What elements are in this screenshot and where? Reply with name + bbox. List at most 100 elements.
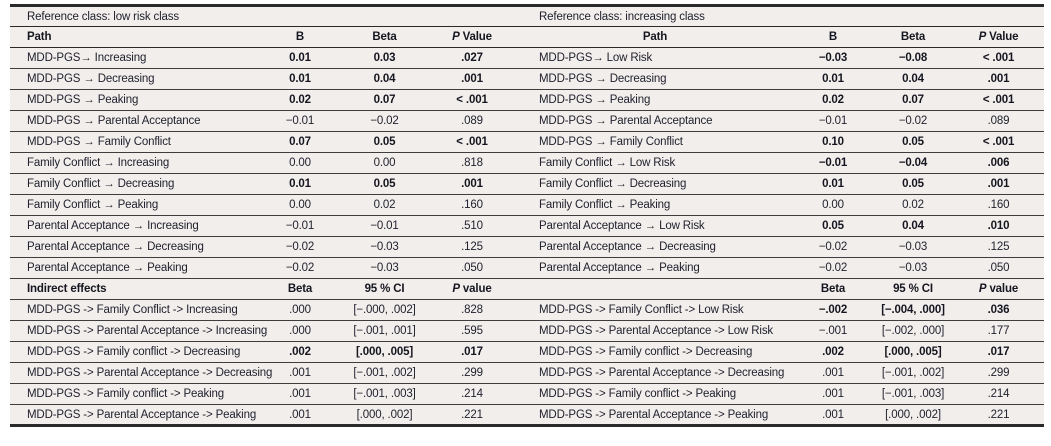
p-cell: .001 bbox=[461, 73, 483, 85]
p-cell: .214 bbox=[987, 388, 1010, 400]
p-cell: .017 bbox=[987, 346, 1010, 358]
table-row: Parental Acceptance → Decreasing −0.02 −… bbox=[10, 237, 1045, 258]
beta-cell: −0.03 bbox=[898, 262, 928, 274]
indirect-header-beta-right: Beta bbox=[820, 283, 846, 295]
beta-cell: 0.00 bbox=[373, 157, 396, 169]
p-cell: .001 bbox=[987, 73, 1010, 85]
beta-cell: 0.03 bbox=[373, 52, 396, 64]
p-rest: value bbox=[989, 283, 1019, 295]
path-cell: MDD-PGS -> Family conflict -> Decreasing bbox=[539, 346, 753, 358]
p-cell: < .001 bbox=[456, 94, 488, 106]
b-cell: 0.00 bbox=[289, 199, 311, 211]
path-cell: MDD-PGS -> Family conflict -> Peaking bbox=[27, 388, 225, 400]
beta-cell: .000 bbox=[289, 304, 311, 316]
p-rest: Value bbox=[462, 31, 492, 43]
beta-cell: .001 bbox=[822, 388, 844, 400]
p-cell: .221 bbox=[461, 408, 483, 421]
path-cell: Family Conflict → Low Risk bbox=[539, 157, 676, 169]
beta-cell: .002 bbox=[822, 346, 844, 358]
b-cell: −0.02 bbox=[818, 262, 848, 274]
beta-cell: −0.03 bbox=[898, 241, 928, 253]
b-cell: 0.05 bbox=[822, 220, 844, 232]
table-row: Family Conflict → Peaking 0.00 0.02 .160… bbox=[10, 195, 1045, 216]
p-cell: .001 bbox=[987, 178, 1010, 190]
p-cell: .160 bbox=[461, 199, 483, 211]
beta-cell: −0.08 bbox=[898, 52, 928, 64]
path-cell: MDD-PGS → Decreasing bbox=[539, 73, 667, 85]
p-cell: .818 bbox=[461, 157, 483, 169]
path-cell: MDD-PGS → Parental Acceptance bbox=[27, 115, 201, 127]
beta-cell: 0.05 bbox=[373, 178, 396, 190]
column-header-path-left: Path bbox=[27, 31, 52, 43]
p-cell: .027 bbox=[461, 52, 483, 64]
column-header-beta-left: Beta bbox=[372, 31, 397, 43]
path-cell: MDD-PGS → Peaking bbox=[539, 94, 651, 106]
path-cell: Family Conflict → Decreasing bbox=[539, 178, 687, 190]
path-cell: MDD-PGS → Family Conflict bbox=[539, 136, 683, 148]
column-header-row: Path B Beta P Value Path B Beta P Value bbox=[10, 27, 1045, 48]
ci-cell: [−.002, .000] bbox=[881, 325, 945, 337]
ci-cell: [−.001, .003] bbox=[353, 388, 416, 400]
p-cell: .050 bbox=[987, 262, 1010, 274]
b-cell: −0.02 bbox=[285, 241, 315, 253]
beta-cell: .002 bbox=[289, 346, 311, 358]
ci-cell: [−.000, .002] bbox=[353, 304, 416, 316]
beta-cell: 0.07 bbox=[902, 94, 924, 106]
p-italic: P bbox=[452, 31, 460, 43]
b-cell: 0.02 bbox=[289, 94, 311, 106]
p-cell: .160 bbox=[987, 199, 1010, 211]
b-cell: −0.03 bbox=[818, 52, 848, 64]
ci-cell: [−.001, .002] bbox=[881, 367, 945, 379]
beta-cell: −0.02 bbox=[898, 115, 928, 127]
table-row: Family Conflict → Decreasing 0.01 0.05 .… bbox=[10, 174, 1045, 195]
table-row: MDD-PGS → Peaking 0.02 0.07 < .001 MDD-P… bbox=[10, 90, 1045, 111]
column-header-b-left: B bbox=[295, 31, 305, 43]
ci-cell: [−.001, .001] bbox=[353, 325, 416, 337]
table-row: Parental Acceptance → Peaking −0.02 −0.0… bbox=[10, 258, 1045, 279]
column-header-beta-right: Beta bbox=[900, 31, 926, 43]
p-cell: .050 bbox=[461, 262, 483, 274]
indirect-effects-label: Indirect effects bbox=[27, 283, 107, 295]
ci-cell: [.000, .002] bbox=[885, 408, 941, 421]
table-row: MDD-PGS -> Parental Acceptance -> Decrea… bbox=[10, 363, 1045, 384]
path-cell: Family Conflict → Peaking bbox=[539, 199, 671, 211]
path-cell: MDD-PGS -> Parental Acceptance -> Peakin… bbox=[27, 408, 257, 421]
table-row: MDD-PGS -> Family conflict -> Decreasing… bbox=[10, 342, 1045, 363]
beta-cell: .001 bbox=[289, 408, 311, 421]
p-cell: .125 bbox=[987, 241, 1010, 253]
path-cell: MDD-PGS -> Family conflict -> Peaking bbox=[539, 388, 737, 400]
path-cell: Parental Acceptance → Decreasing bbox=[27, 241, 204, 253]
path-cell: Parental Acceptance → Decreasing bbox=[539, 241, 716, 253]
beta-cell: −.002 bbox=[818, 304, 848, 316]
path-cell: MDD-PGS -> Family Conflict -> Increasing bbox=[27, 304, 238, 316]
path-cell: MDD-PGS → Peaking bbox=[27, 94, 139, 106]
table-row: MDD-PGS → Family Conflict 0.07 0.05 < .0… bbox=[10, 132, 1045, 153]
ci-cell: [−.001, .003] bbox=[881, 388, 945, 400]
p-cell: < .001 bbox=[982, 52, 1015, 64]
beta-cell: 0.04 bbox=[902, 73, 924, 85]
path-analysis-table: Reference class: low risk class Referenc… bbox=[10, 4, 1045, 427]
beta-cell: .001 bbox=[289, 367, 311, 379]
b-cell: −0.01 bbox=[818, 115, 848, 127]
p-cell: .036 bbox=[987, 304, 1010, 316]
column-header-p-left: P Value bbox=[427, 27, 517, 48]
p-cell: .299 bbox=[461, 367, 483, 379]
p-cell: .177 bbox=[987, 325, 1010, 337]
b-cell: 0.02 bbox=[822, 94, 844, 106]
path-cell: Family Conflict → Increasing bbox=[27, 157, 170, 169]
indirect-header-beta-left: Beta bbox=[287, 283, 313, 295]
b-cell: 0.07 bbox=[289, 136, 311, 148]
p-cell: .595 bbox=[461, 325, 483, 337]
path-cell: MDD-PGS -> Family conflict -> Decreasing bbox=[27, 346, 241, 358]
p-cell: < .001 bbox=[456, 136, 488, 148]
beta-cell: .001 bbox=[289, 388, 311, 400]
path-cell: MDD-PGS -> Parental Acceptance -> Low Ri… bbox=[539, 325, 774, 337]
beta-cell: .001 bbox=[822, 408, 844, 421]
beta-cell: 0.05 bbox=[373, 136, 396, 148]
ci-cell: [.000, .005] bbox=[355, 346, 413, 358]
path-cell: MDD-PGS -> Parental Acceptance -> Decrea… bbox=[539, 367, 785, 379]
beta-cell: −0.04 bbox=[898, 157, 928, 169]
